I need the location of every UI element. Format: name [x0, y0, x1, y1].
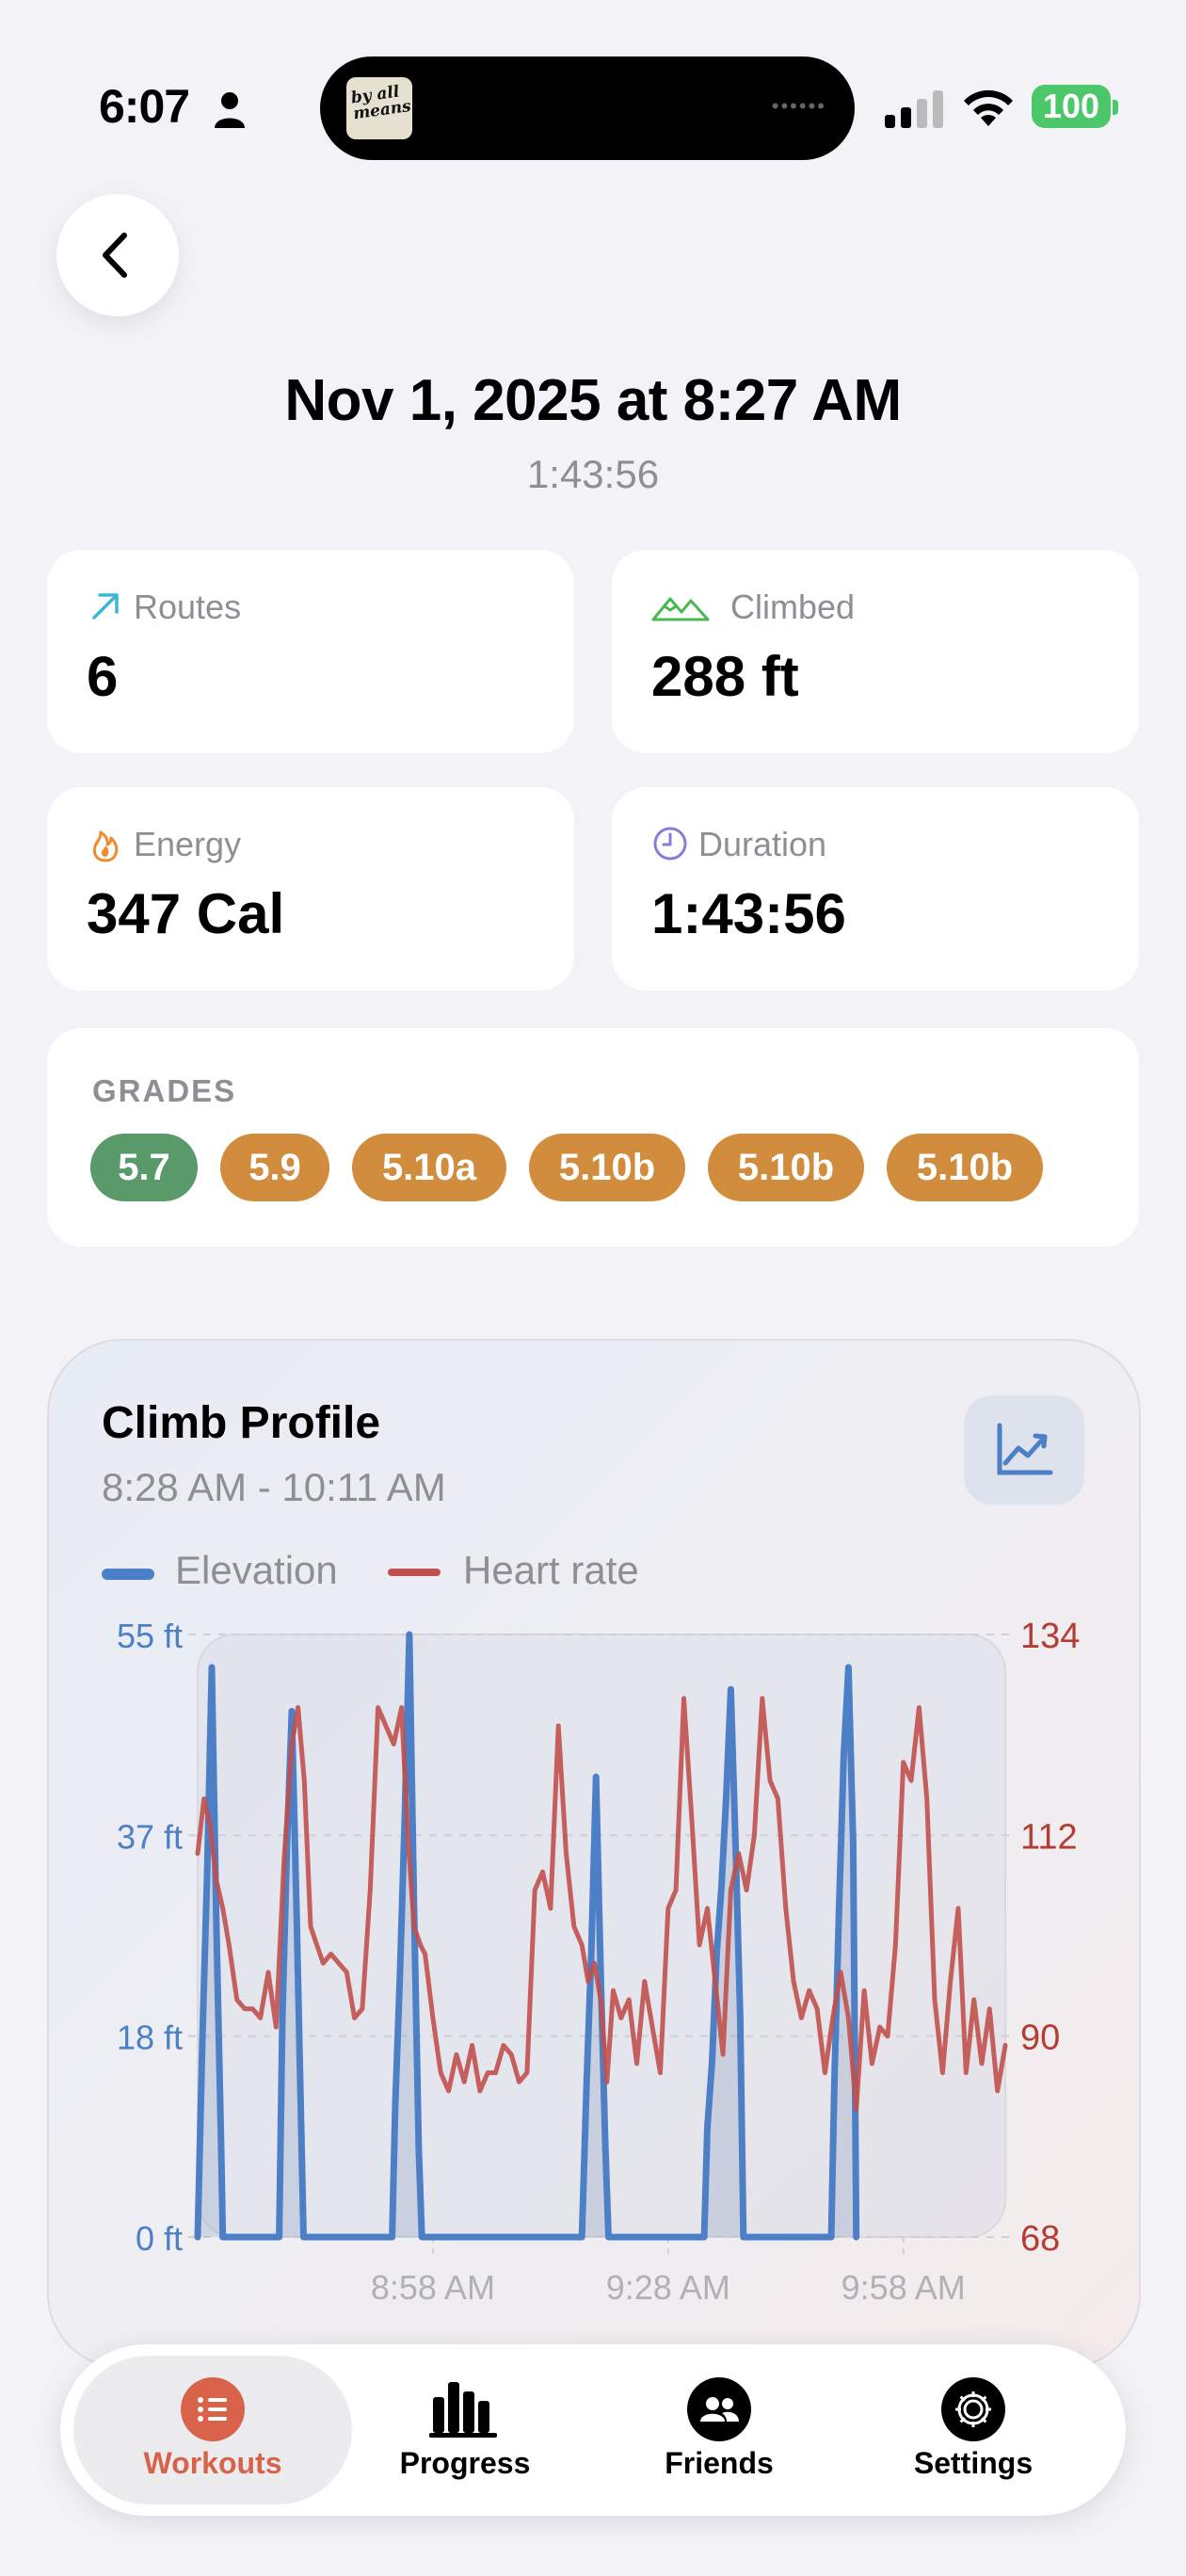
- heart-rate-line: [195, 1696, 1008, 2112]
- people-icon: [687, 2377, 751, 2441]
- tab-progress[interactable]: Progress: [343, 2344, 587, 2516]
- wifi-icon: [964, 89, 1013, 126]
- stat-label: Energy: [134, 825, 242, 863]
- battery-tip: [1113, 100, 1118, 115]
- grade-pill[interactable]: 5.10b: [708, 1134, 864, 1201]
- page-subtitle: 1:43:56: [526, 452, 660, 496]
- signal-icon: [885, 90, 943, 128]
- tab-workouts[interactable]: Workouts: [90, 2344, 335, 2516]
- stat-value: 1:43:56: [651, 882, 846, 945]
- x-tick-label: 8:58 AM: [371, 2268, 495, 2307]
- stat-card-climbed: Climbed 288 ft: [612, 550, 1139, 753]
- y-left-tick-label: 55 ft: [117, 1617, 183, 1655]
- tab-label: Settings: [913, 2446, 1034, 2480]
- chart-title: Climb Profile: [102, 1398, 381, 1448]
- clock-icon: [653, 827, 687, 861]
- chart-time-range: 8:28 AM - 10:11 AM: [102, 1465, 446, 1509]
- gear-icon: [941, 2377, 1005, 2441]
- flame-icon: [92, 830, 119, 862]
- stat-value: 6: [87, 645, 119, 708]
- tab-bar: Workouts Progress Friends: [60, 2344, 1126, 2516]
- bar-chart-icon: [429, 2382, 497, 2438]
- audio-waveform-icon: ••••••: [771, 94, 826, 118]
- stat-card-energy: Energy 347 Cal: [47, 787, 574, 990]
- elevation-area: [198, 1634, 857, 2237]
- dynamic-island[interactable]: by all means ••••••: [320, 56, 855, 160]
- tab-settings[interactable]: Settings: [851, 2344, 1096, 2516]
- list-icon: [181, 2377, 245, 2441]
- chart-line-icon: [997, 1423, 1053, 1475]
- tab-label: Workouts: [143, 2446, 282, 2480]
- stat-label: Climbed: [730, 588, 856, 626]
- mountains-icon: [651, 597, 710, 621]
- y-left-tick-label: 0 ft: [136, 2219, 183, 2258]
- grade-pill[interactable]: 5.10b: [529, 1134, 685, 1201]
- grades-label: GRADES: [92, 1073, 237, 1108]
- legend-swatch-heart-rate: [388, 1569, 441, 1576]
- y-right-tick-label: 68: [1020, 2219, 1060, 2259]
- y-right-tick-label: 134: [1020, 1617, 1080, 1656]
- now-playing-artwork: by all means: [346, 77, 412, 139]
- elevation-line: [194, 1631, 860, 2241]
- stat-value: 288 ft: [651, 645, 799, 708]
- legend-swatch-elevation: [102, 1569, 154, 1580]
- legend-label-elevation: Elevation: [175, 1548, 338, 1592]
- stat-label: Routes: [134, 588, 242, 626]
- x-tick-label: 9:28 AM: [606, 2268, 730, 2307]
- grade-pill[interactable]: 5.9: [220, 1134, 329, 1201]
- y-right-tick-label: 90: [1020, 2019, 1060, 2058]
- arrow-up-right-icon: [92, 593, 119, 620]
- y-right-tick-label: 112: [1020, 1817, 1078, 1857]
- legend-label-heart-rate: Heart rate: [463, 1548, 639, 1592]
- tab-label: Progress: [399, 2446, 531, 2480]
- y-left-tick-label: 18 ft: [117, 2019, 183, 2057]
- y-left-tick-label: 37 ft: [117, 1817, 183, 1856]
- back-button[interactable]: [56, 194, 179, 316]
- stat-card-routes: Routes 6: [47, 550, 574, 753]
- grade-pill[interactable]: 5.7: [90, 1134, 198, 1201]
- battery-icon: 100: [1032, 85, 1111, 128]
- chart-expand-button[interactable]: [964, 1395, 1084, 1505]
- stat-value: 347 Cal: [87, 882, 285, 945]
- tab-label: Friends: [665, 2446, 774, 2480]
- grade-pill[interactable]: 5.10a: [352, 1134, 506, 1201]
- page-title: Nov 1, 2025 at 8:27 AM: [284, 368, 902, 433]
- stat-card-duration: Duration 1:43:56: [612, 787, 1139, 990]
- grade-pill[interactable]: 5.10b: [887, 1134, 1043, 1201]
- x-tick-label: 9:58 AM: [841, 2268, 966, 2307]
- person-icon: [215, 92, 245, 128]
- tab-friends[interactable]: Friends: [597, 2344, 841, 2516]
- stat-label: Duration: [698, 825, 827, 863]
- chevron-left-icon: [103, 233, 127, 278]
- status-time: 6:07: [99, 80, 190, 133]
- grades-card: GRADES 5.7 5.9 5.10a 5.10b 5.10b 5.10b: [47, 1028, 1139, 1247]
